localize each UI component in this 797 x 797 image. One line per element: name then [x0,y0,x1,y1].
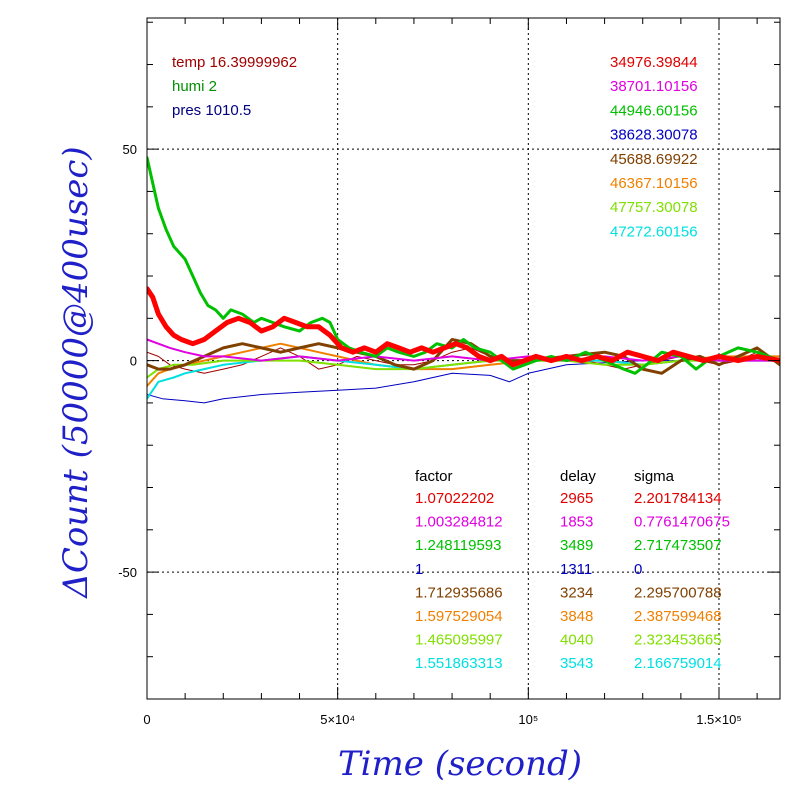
series-line-9 [147,286,780,368]
table-cell-sigma: 2.295700788 [634,584,722,601]
table-cell-factor: 1.551863313 [415,655,503,672]
table-cell-delay: 3489 [560,537,593,554]
table-header: factor [415,468,453,485]
mean-values: 34976.39844 38701.10156 44946.60156 38628.3… [610,54,698,240]
mean-value: 45688.69922 [610,151,698,168]
mean-value: 47272.60156 [610,223,698,240]
table-cell-delay: 3234 [560,584,593,601]
table-cell-delay: 1311 [560,561,592,578]
table-cell-sigma: 2.717473507 [634,537,722,554]
table-cell-delay: 3543 [560,655,593,672]
tick-labels: 0 5×10⁴ 10⁵ 1.5×10⁵ -50 0 50 [118,142,742,727]
x-tick-label: 1.5×10⁵ [696,712,742,727]
table-cell-delay: 2965 [560,490,593,507]
table-cell-sigma: 2.201784134 [634,490,722,507]
series-line-5 [147,355,780,379]
x-axis-title: Time (second) [338,744,582,784]
table-cell-factor: 1.003284812 [415,514,503,531]
table-cell-sigma: 2.166759014 [634,655,722,672]
table-cell-factor: 1.07022202 [415,490,494,507]
table-cell-delay: 1853 [560,514,593,531]
series-line-8 [147,156,780,375]
mean-value: 44946.60156 [610,102,698,119]
plot-frame [146,17,781,700]
table-header: sigma [634,468,675,485]
mean-value: 34976.39844 [610,54,698,71]
x-tick-label: 5×10⁴ [320,712,355,727]
table-cell-delay: 4040 [560,632,593,649]
mean-value: 38628.30078 [610,127,698,144]
param-table: factor delay sigma 1.07022202 2965 2.20178413… [415,468,730,672]
y-tick-label: 50 [123,142,137,157]
table-cell-factor: 1.712935686 [415,584,503,601]
y-tick-label: 0 [130,354,137,369]
table-cell-factor: 1.465095997 [415,632,503,649]
table-cell-sigma: 0.7761470675 [634,514,730,531]
table-cell-sigma: 0 [634,561,642,578]
mean-value: 47757.30078 [610,199,698,216]
env-label: temp 16.39999962 [172,54,297,71]
mean-value: 38701.10156 [610,78,698,95]
y-tick-label: -50 [118,565,137,580]
env-label: pres 1010.5 [172,102,251,119]
series-line-6 [147,338,780,375]
table-header: delay [560,468,596,485]
table-cell-sigma: 2.323453665 [634,632,722,649]
table-cell-factor: 1 [415,561,423,578]
env-label: humi 2 [172,78,217,95]
table-cell-factor: 1.248119593 [415,537,501,554]
mean-value: 46367.10156 [610,175,698,192]
table-cell-sigma: 2.387599468 [634,608,722,625]
x-tick-label: 10⁵ [518,712,538,727]
table-cell-factor: 1.597529054 [415,608,503,625]
env-labels: temp 16.39999962 humi 2 pres 1010.5 [172,54,297,119]
table-cell-delay: 3848 [560,608,593,625]
x-tick-label: 0 [143,712,150,727]
series-layer [147,156,780,404]
series-line-1 [147,358,780,404]
y-axis-title: ΔCount (50000@400usec) [56,146,96,599]
